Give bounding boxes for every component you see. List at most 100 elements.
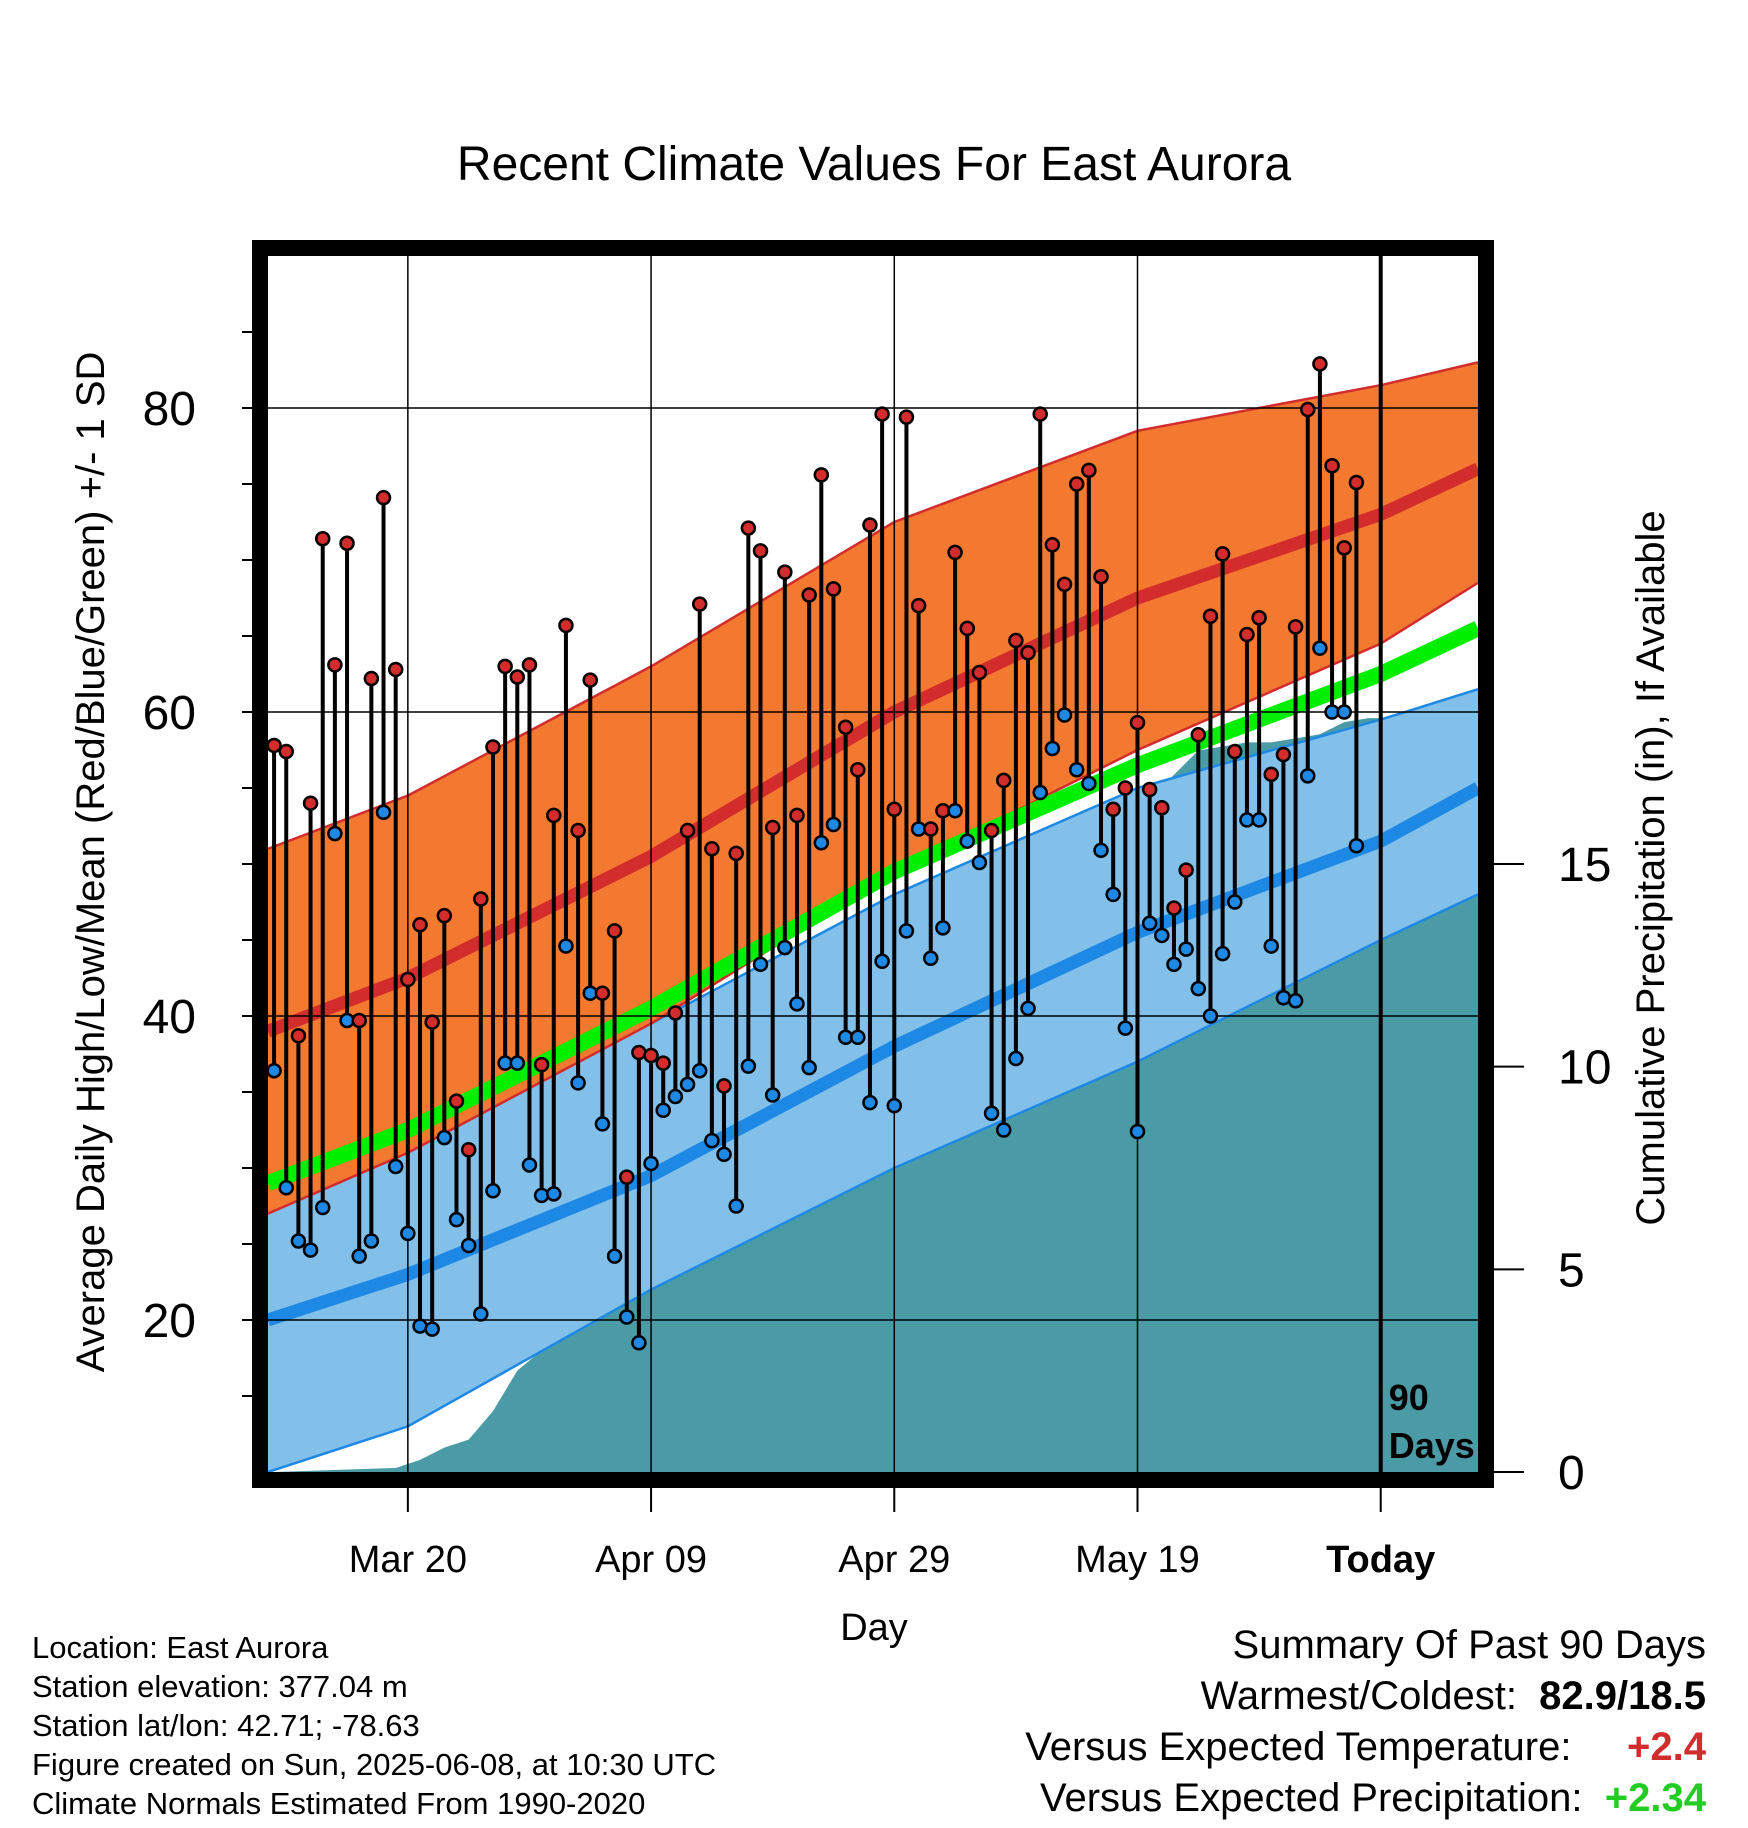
daily-high-point — [1178, 862, 1194, 878]
daily-high-point — [558, 617, 574, 634]
daily-high-point — [983, 822, 1000, 839]
daily-low-point — [521, 1157, 538, 1173]
daily-high-point — [424, 1014, 440, 1030]
daily-low-point — [874, 953, 890, 970]
daily-low-point — [363, 1233, 380, 1249]
daily-high-point — [278, 743, 294, 760]
daily-high-point — [1068, 476, 1085, 492]
y2-axis-label: Cumulative Precipitation (in), If Availa… — [1629, 510, 1673, 1225]
daily-low-point — [278, 1180, 294, 1196]
daily-low-point — [1178, 941, 1194, 957]
daily-high-point — [1081, 462, 1097, 479]
daily-high-point — [837, 719, 854, 735]
daily-low-point — [1336, 704, 1352, 720]
daily-low-point — [1141, 915, 1158, 932]
daily-low-point — [1227, 894, 1243, 910]
daily-low-point — [813, 834, 830, 851]
elevation-text: Station elevation: 377.04 m — [32, 1669, 408, 1704]
daily-high-point — [594, 985, 611, 1001]
plot-frame — [252, 240, 1494, 1488]
daily-high-point — [1275, 746, 1292, 763]
daily-high-point — [375, 489, 392, 506]
daily-low-point — [546, 1186, 562, 1202]
daily-high-point — [752, 543, 769, 559]
daily-low-point — [473, 1306, 489, 1322]
daily-high-point — [1227, 743, 1243, 760]
daily-high-point — [1020, 644, 1036, 661]
daily-low-point — [789, 996, 805, 1012]
x-tick-label: Apr 09 — [595, 1539, 707, 1581]
daily-high-point — [1214, 546, 1231, 562]
precip-label: Versus Expected Precipitation: — [1040, 1776, 1583, 1820]
daily-low-point — [886, 1097, 903, 1114]
daily-low-point — [1154, 927, 1170, 944]
daily-high-point — [509, 669, 526, 685]
daily-low-point — [667, 1088, 684, 1105]
y2-tick-label: 0 — [1558, 1447, 1585, 1500]
daily-low-point — [1056, 707, 1073, 723]
daily-low-point — [412, 1318, 428, 1334]
daily-high-point — [813, 467, 830, 483]
daily-low-point — [509, 1055, 526, 1071]
daily-low-point — [302, 1242, 319, 1258]
daily-high-point — [606, 923, 623, 939]
daily-high-point — [473, 891, 489, 907]
daily-high-point — [1239, 626, 1255, 643]
station-info: Location: East Aurora Station elevation:… — [32, 1628, 716, 1823]
daily-high-point — [1044, 537, 1061, 553]
daily-low-point — [460, 1237, 477, 1254]
daily-high-point — [740, 520, 757, 536]
daily-high-point — [1154, 800, 1170, 816]
daily-low-point — [424, 1321, 440, 1337]
daily-low-point — [594, 1116, 611, 1132]
daily-low-point — [558, 938, 574, 954]
daily-high-point — [302, 795, 319, 811]
daily-high-point — [1032, 406, 1048, 422]
x-axis-label: Day — [840, 1607, 908, 1649]
latlon-text: Station lat/lon: 42.71; -78.63 — [32, 1708, 420, 1743]
daily-high-point — [363, 670, 380, 687]
daily-high-point — [1336, 540, 1352, 556]
plot-area — [268, 256, 1478, 1472]
y-axis-label: Average Daily High/Low/Mean (Red/Blue/Gr… — [69, 352, 113, 1373]
daily-high-point — [874, 406, 890, 422]
daily-high-point — [1093, 568, 1109, 585]
daily-high-point — [400, 971, 416, 988]
daily-low-point — [1251, 812, 1267, 828]
daily-low-point — [764, 1087, 781, 1103]
daily-high-point — [704, 841, 720, 857]
daily-high-point — [1348, 474, 1365, 491]
daily-high-point — [618, 1169, 635, 1185]
x-tick-label: Today — [1326, 1539, 1435, 1581]
daily-low-point — [631, 1335, 647, 1351]
daily-low-point — [995, 1122, 1012, 1138]
daily-high-point — [910, 597, 927, 614]
daily-high-point — [582, 672, 599, 688]
daily-high-point — [290, 1028, 307, 1044]
x-tick-label: May 19 — [1075, 1539, 1200, 1581]
daily-high-point — [898, 409, 915, 425]
daily-low-point — [387, 1158, 404, 1175]
daily-high-point — [716, 1078, 732, 1094]
daily-low-point — [947, 803, 963, 819]
summary-precip: Versus Expected Precipitation: +2.34 — [1025, 1773, 1706, 1824]
location-text: Location: East Aurora — [32, 1630, 329, 1665]
daily-low-point — [1166, 956, 1182, 973]
daily-low-point — [570, 1075, 586, 1091]
y-tick-label: 80 — [143, 383, 196, 436]
temp-value: +2.4 — [1627, 1725, 1706, 1769]
daily-low-point — [400, 1225, 416, 1242]
daily-low-point — [691, 1062, 708, 1079]
daily-high-point — [655, 1055, 671, 1071]
daily-low-point — [1068, 762, 1085, 778]
daily-low-point — [327, 825, 343, 842]
normals-text: Climate Normals Estimated From 1990-2020 — [32, 1786, 646, 1821]
daily-high-point — [947, 544, 963, 561]
daily-high-point — [728, 845, 744, 862]
daily-high-point — [497, 658, 513, 675]
daily-high-point — [1312, 356, 1328, 372]
daily-low-point — [716, 1146, 732, 1163]
daily-high-point — [460, 1142, 477, 1158]
daily-low-point — [314, 1199, 331, 1216]
